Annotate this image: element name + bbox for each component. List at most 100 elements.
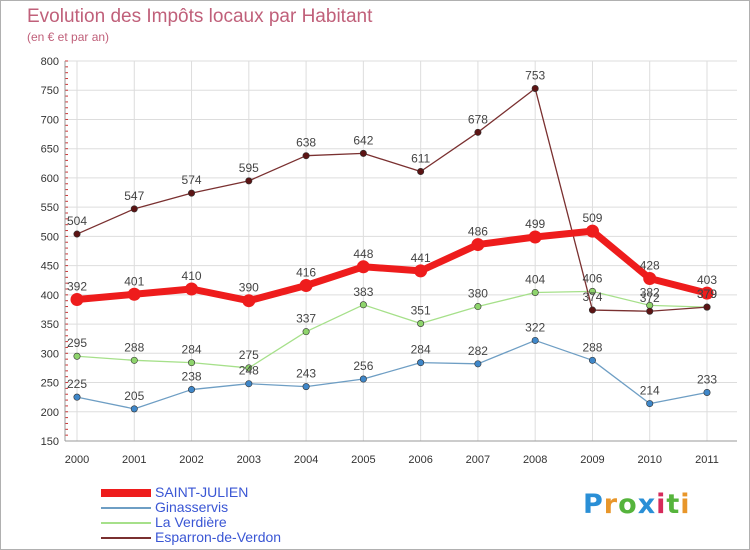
data-point <box>130 405 138 413</box>
data-point <box>245 177 253 185</box>
data-label: 372 <box>640 291 660 305</box>
data-point <box>302 383 310 391</box>
y-tick-label: 650 <box>41 144 59 156</box>
data-label: 284 <box>182 343 202 357</box>
x-tick-label: 2005 <box>351 454 375 466</box>
data-point <box>474 128 482 136</box>
data-label: 499 <box>525 217 545 231</box>
data-point <box>245 364 253 372</box>
data-label: 205 <box>124 389 144 403</box>
data-point <box>130 205 138 213</box>
x-tick-label: 2004 <box>294 454 318 466</box>
data-label: 238 <box>182 370 202 384</box>
data-label: 595 <box>239 161 259 175</box>
data-label: 233 <box>697 372 717 386</box>
data-label: 295 <box>67 336 87 350</box>
data-point <box>185 282 199 296</box>
data-point <box>585 224 599 238</box>
data-label: 509 <box>582 211 602 225</box>
logo-letter: i <box>680 489 691 520</box>
logo-letter: i <box>656 489 667 520</box>
x-tick-label: 2009 <box>580 454 604 466</box>
logo-letter: P <box>583 489 604 520</box>
data-point <box>417 167 425 175</box>
data-point <box>531 84 539 92</box>
data-label: 611 <box>411 151 430 165</box>
data-label: 406 <box>582 271 602 285</box>
data-point <box>646 400 654 408</box>
data-point <box>531 336 539 344</box>
data-label: 392 <box>67 280 87 294</box>
data-point <box>70 293 84 307</box>
legend-label: Ginasservis <box>155 499 229 515</box>
legend-swatch <box>101 522 151 524</box>
data-label: 214 <box>640 384 660 398</box>
data-label: 403 <box>697 273 717 287</box>
data-point <box>471 238 485 252</box>
data-point <box>359 375 367 383</box>
y-tick-label: 750 <box>41 85 59 97</box>
data-point <box>188 386 196 394</box>
data-label: 380 <box>468 287 488 301</box>
data-point <box>474 360 482 368</box>
data-label: 284 <box>411 343 431 357</box>
data-point <box>188 189 196 197</box>
data-label: 382 <box>640 285 660 299</box>
data-label: 486 <box>468 225 488 239</box>
data-point <box>359 149 367 157</box>
chart-title: Evolution des Impôts locaux par Habitant <box>27 6 373 27</box>
legend-swatch <box>101 489 151 497</box>
legend-label: SAINT-JULIEN <box>155 484 249 500</box>
data-point <box>188 359 196 367</box>
legend-item: SAINT-JULIEN <box>101 484 401 500</box>
legend-item: Ginasservis <box>101 499 401 515</box>
legend-label: Esparron-de-Verdon <box>155 529 282 545</box>
data-label: 504 <box>67 214 87 228</box>
logo-letter: r <box>603 489 619 520</box>
y-tick-label: 450 <box>41 261 59 273</box>
proxiti-logo: Proxiti <box>583 489 691 520</box>
y-tick-label: 600 <box>41 173 59 185</box>
x-tick-label: 2001 <box>122 454 146 466</box>
y-tick-label: 700 <box>41 114 59 126</box>
x-tick-label: 2006 <box>408 454 432 466</box>
legend-item: La Verdière <box>101 514 401 530</box>
data-point <box>73 393 81 401</box>
data-point <box>299 278 313 292</box>
data-point <box>359 301 367 309</box>
x-tick-label: 2002 <box>179 454 203 466</box>
data-label: 547 <box>124 189 144 203</box>
data-point <box>417 359 425 367</box>
data-point <box>643 271 657 285</box>
series-esparron-de-verdon <box>73 84 711 315</box>
data-label: 574 <box>182 173 202 187</box>
y-tick-label: 250 <box>41 378 59 390</box>
y-tick-label: 550 <box>41 202 59 214</box>
legend-label: La Verdière <box>155 514 227 530</box>
data-point <box>73 230 81 238</box>
data-label: 288 <box>124 340 144 354</box>
legend-swatch <box>101 537 151 539</box>
x-tick-label: 2000 <box>65 454 89 466</box>
data-label: 448 <box>353 247 373 261</box>
data-point <box>242 294 256 308</box>
data-point <box>302 328 310 336</box>
data-label: 383 <box>353 285 373 299</box>
data-label: 401 <box>124 274 144 288</box>
data-label: 428 <box>640 258 660 272</box>
data-label: 753 <box>525 68 545 82</box>
series-line <box>76 227 708 305</box>
data-point <box>588 356 596 364</box>
data-point <box>127 287 141 301</box>
plot-area <box>65 61 737 441</box>
data-point <box>700 286 714 300</box>
data-point <box>531 289 539 297</box>
data-label: 225 <box>67 377 87 391</box>
y-tick-label: 400 <box>41 290 59 302</box>
data-point <box>356 260 370 274</box>
data-label: 351 <box>411 303 431 317</box>
logo-letter: o <box>618 489 638 520</box>
data-label: 282 <box>468 344 488 358</box>
data-label: 379 <box>697 287 717 301</box>
series-line <box>76 87 708 312</box>
